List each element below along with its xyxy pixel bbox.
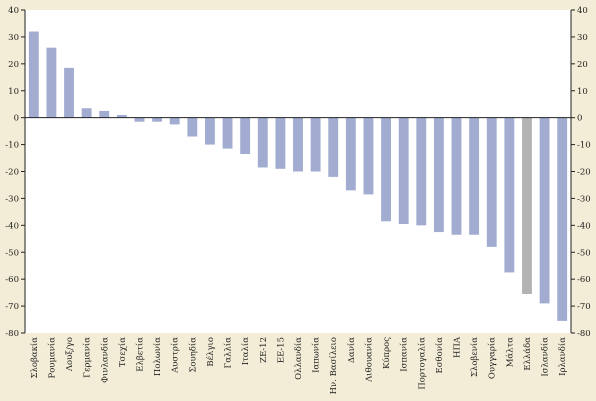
bar-6 <box>116 114 127 118</box>
category-label-24: Εσθονία <box>434 337 445 374</box>
right-tick-label: 20 <box>577 60 588 70</box>
left-tick-label: 40 <box>8 6 19 16</box>
category-label-5: Φινλανδία <box>99 337 110 383</box>
bar-7 <box>134 117 145 122</box>
left-tick-label: -20 <box>5 168 19 178</box>
bar-31 <box>557 117 568 321</box>
right-tick-label: -10 <box>577 141 591 151</box>
category-label-6: Τσεχία <box>117 337 128 367</box>
bar-17 <box>310 117 321 172</box>
bar-15 <box>275 117 286 169</box>
left-tick-label: -40 <box>5 221 19 231</box>
left-tick-label: -80 <box>5 329 19 339</box>
bar-21 <box>381 117 391 222</box>
right-tick-label: 10 <box>577 87 588 97</box>
category-label-15: ΕΕ-15 <box>276 337 286 363</box>
category-label-8: Πολωνία <box>152 337 163 376</box>
bar-8 <box>152 117 163 122</box>
right-tick-label: -40 <box>577 221 591 231</box>
bar-1 <box>28 31 39 118</box>
right-tick-label: -70 <box>577 302 591 312</box>
category-label-9: Αυστρία <box>170 337 181 374</box>
right-axis-ticks: 40 30 20 10 0 -10 -20 -30 -40 -50 -60 -70 -80 <box>571 6 591 339</box>
bar-18 <box>328 117 339 177</box>
category-label-13: Ιταλία <box>240 337 251 366</box>
left-tick-label: -70 <box>5 302 19 312</box>
right-tick-label: -30 <box>577 194 591 204</box>
bar-26 <box>469 117 480 235</box>
right-tick-label: -80 <box>577 329 591 339</box>
right-tick-label: 0 <box>577 114 582 124</box>
left-tick-label: -60 <box>5 275 19 285</box>
bar-28 <box>504 117 515 273</box>
bar-19 <box>345 117 356 191</box>
category-label-31: Ιρλανδία <box>557 337 568 376</box>
bar-22 <box>398 117 409 224</box>
category-label-4: Γερμανία <box>82 337 93 378</box>
right-tick-label: -50 <box>577 248 591 258</box>
bar-14 <box>257 117 268 168</box>
bar-12 <box>222 117 233 149</box>
bar-29 <box>522 117 532 294</box>
category-label-22: Ισπανία <box>399 337 410 372</box>
bar-2 <box>46 47 57 118</box>
category-label-2: Ρουμανία <box>46 337 57 379</box>
bar-11 <box>205 117 215 145</box>
bar-4 <box>81 108 92 118</box>
bar-23 <box>416 117 427 226</box>
category-label-7: Ελβετία <box>134 337 145 372</box>
category-label-14: ΖΕ-12 <box>259 337 269 363</box>
bar-20 <box>363 117 374 195</box>
left-tick-label: 20 <box>8 60 19 70</box>
bar-25 <box>451 117 462 235</box>
right-tick-label: 40 <box>577 6 588 16</box>
left-tick-label: -10 <box>5 141 19 151</box>
left-tick-label: -50 <box>5 248 19 258</box>
category-label-18: Ην. Βασίλειο <box>328 337 339 394</box>
bar-5 <box>99 110 110 118</box>
left-tick-label: 10 <box>8 87 19 97</box>
category-label-1: Σλοβακία <box>29 337 40 379</box>
category-labels: Σλοβακία Ρουμανία Λουξ/γο Γερμανία Φινλανδία… <box>29 336 568 394</box>
category-label-29: Ελλάδα <box>522 337 533 371</box>
category-label-20: Λιθουανία <box>363 337 374 383</box>
category-label-3: Λουξ/γο <box>65 337 75 372</box>
bar-series <box>28 31 568 321</box>
category-label-11: Βέλγιο <box>205 337 216 367</box>
category-label-25: ΗΠΑ <box>453 336 463 358</box>
bar-27 <box>486 117 497 247</box>
bar-9 <box>169 117 180 125</box>
category-label-12: Γαλλία <box>223 337 234 369</box>
bar-24 <box>433 117 444 233</box>
bar-16 <box>293 117 303 172</box>
category-label-30: Ισλανδία <box>540 337 551 377</box>
right-tick-label: -60 <box>577 275 591 285</box>
category-label-28: Μάλτα <box>504 337 515 368</box>
category-label-26: Σλοβενία <box>469 337 480 377</box>
right-tick-label: -20 <box>577 168 591 178</box>
left-tick-label: 30 <box>8 33 19 43</box>
category-label-16: Ολλανδία <box>293 337 304 380</box>
left-axis-ticks: 40 30 20 10 0 -10 -20 -30 -40 -50 -60 -70 -80 <box>5 6 25 339</box>
left-tick-label: 0 <box>14 114 19 124</box>
bar-3 <box>64 67 74 118</box>
category-label-19: Δανία <box>346 337 357 363</box>
bar-10 <box>187 117 198 137</box>
category-label-21: Κύπρος <box>381 337 392 369</box>
category-label-27: Ουγγαρία <box>487 337 498 379</box>
category-label-10: Σουηδία <box>187 337 198 373</box>
left-tick-label: -30 <box>5 194 19 204</box>
right-tick-label: 30 <box>577 33 588 43</box>
category-label-17: Ιαπωνία <box>311 337 322 373</box>
bar-13 <box>240 117 251 155</box>
bar-30 <box>539 117 550 304</box>
category-label-23: Πορτογαλία <box>416 337 427 390</box>
